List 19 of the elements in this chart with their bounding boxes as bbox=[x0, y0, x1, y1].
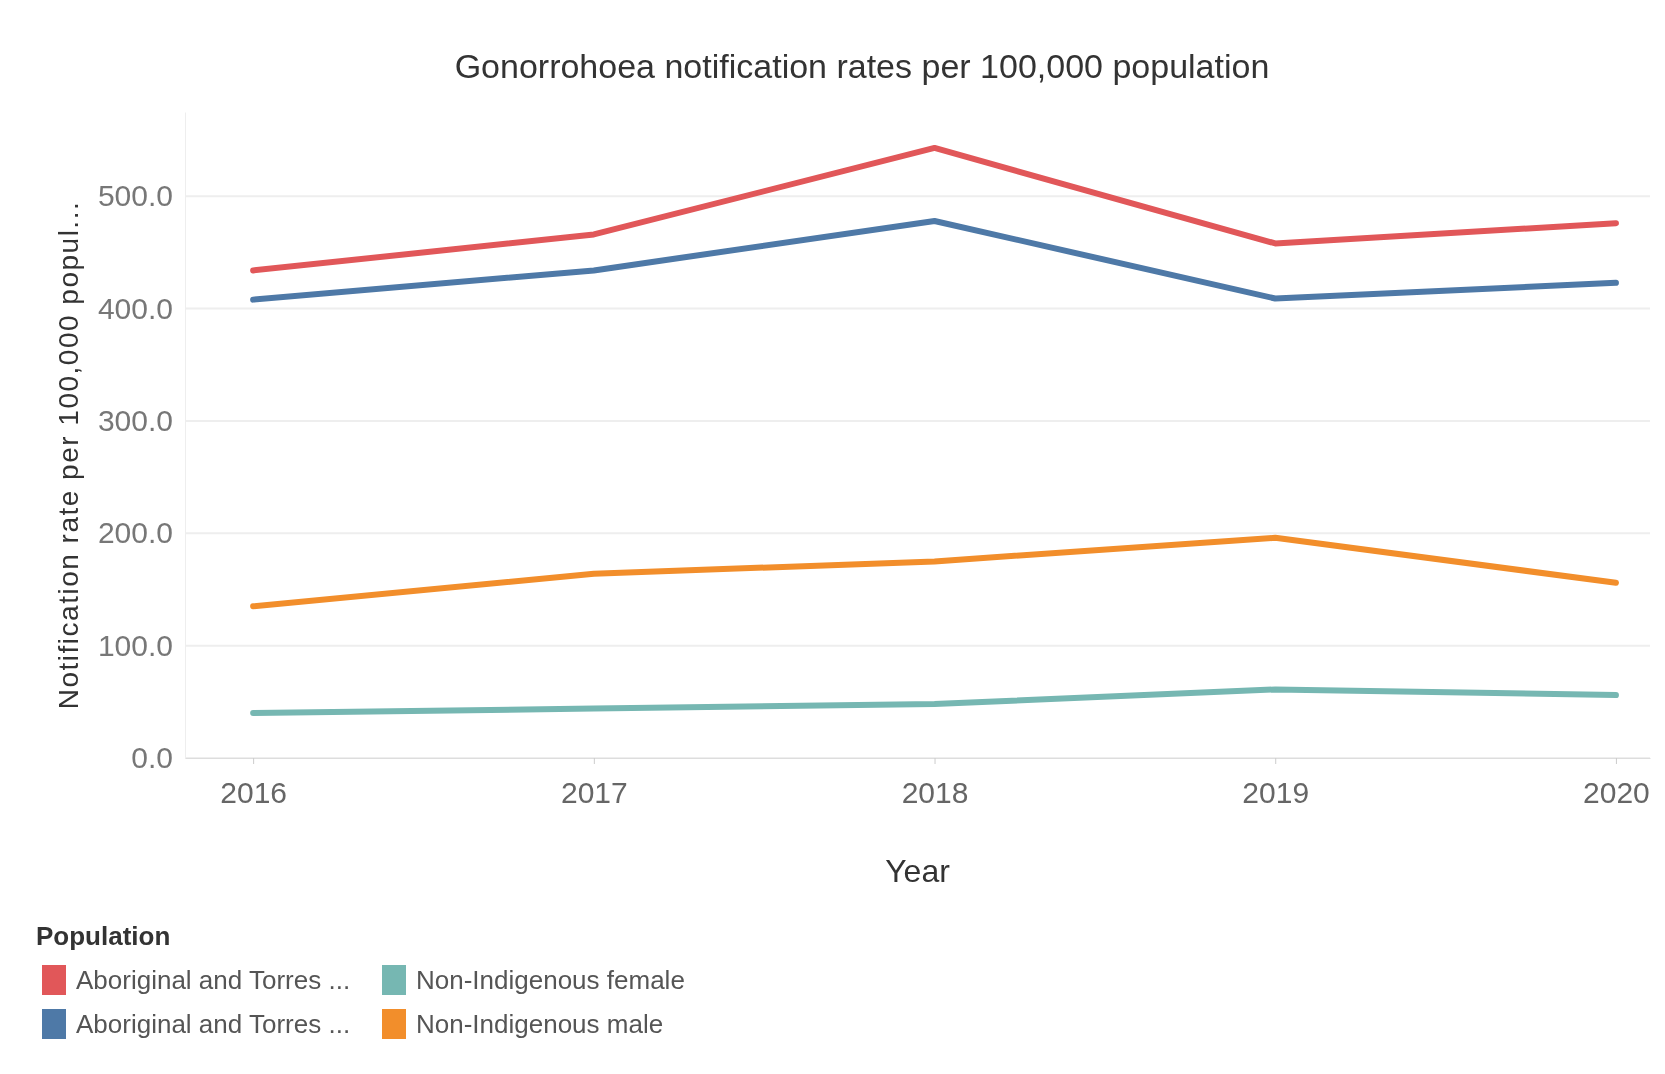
x-tick-label: 2018 bbox=[901, 776, 969, 809]
y-tick-label: 100.0 bbox=[97, 628, 173, 662]
y-tick-label: 300.0 bbox=[97, 404, 173, 438]
y-tick-label: 400.0 bbox=[97, 291, 173, 325]
legend-label: Non-Indigenous male bbox=[416, 1009, 664, 1039]
y-tick-label: 200.0 bbox=[97, 516, 173, 550]
legend-label: Aboriginal and Torres ... bbox=[76, 1009, 351, 1039]
x-tick-label: 2016 bbox=[220, 776, 288, 809]
y-axis-title: Notification rate per 100,000 popul... bbox=[53, 200, 84, 710]
legend-label: Aboriginal and Torres ... bbox=[76, 965, 351, 995]
legend-label: Non-Indigenous female bbox=[416, 965, 685, 995]
chart-title: Gonorrohoea notification rates per 100,000 population bbox=[454, 47, 1270, 85]
x-tick-label: 2020 bbox=[1583, 776, 1650, 809]
x-tick-label: 2017 bbox=[560, 776, 628, 809]
x-tick-label: 2019 bbox=[1242, 776, 1310, 809]
y-tick-label: 500.0 bbox=[97, 179, 173, 213]
x-axis-title: Year bbox=[885, 853, 951, 889]
y-tick-label: 0.0 bbox=[131, 741, 173, 775]
legend-title: Population bbox=[36, 921, 171, 951]
